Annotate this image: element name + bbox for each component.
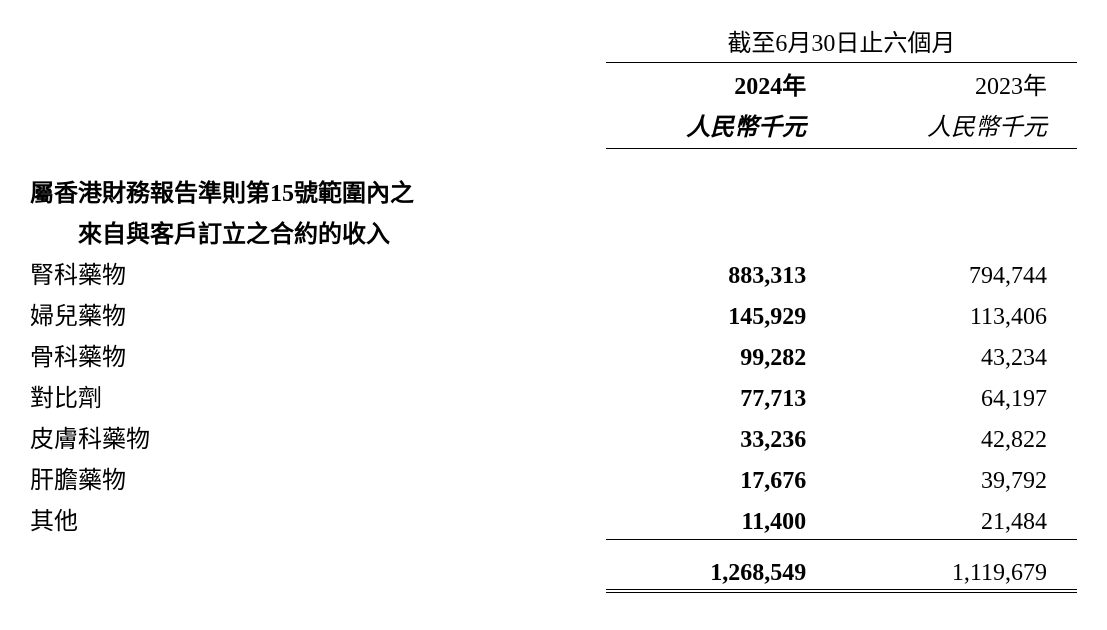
- year-2023: 2023年: [836, 63, 1077, 105]
- value-2024: 99,282: [606, 334, 836, 375]
- table-row: 其他 11,400 21,484: [30, 498, 1077, 539]
- value-2023: 43,234: [836, 334, 1077, 375]
- value-2023: 42,822: [836, 416, 1077, 457]
- unit-2023: 人民幣千元: [836, 104, 1077, 149]
- section-heading-line1: 屬香港財務報告準則第15號範圍內之: [30, 149, 1077, 212]
- value-2023: 794,744: [836, 252, 1077, 293]
- row-label: 婦兒藥物: [30, 293, 606, 334]
- table-row: 皮膚科藥物 33,236 42,822: [30, 416, 1077, 457]
- row-label: 皮膚科藥物: [30, 416, 606, 457]
- row-label: 其他: [30, 498, 606, 539]
- table-row: 對比劑 77,713 64,197: [30, 375, 1077, 416]
- table-row: 腎科藥物 883,313 794,744: [30, 252, 1077, 293]
- section-heading-row-2: 來自與客戶訂立之合約的收入: [30, 211, 1077, 252]
- value-2024: 33,236: [606, 416, 836, 457]
- section-heading-line2: 來自與客戶訂立之合約的收入: [30, 211, 1077, 252]
- value-2023: 39,792: [836, 457, 1077, 498]
- row-label: 肝膽藥物: [30, 457, 606, 498]
- row-label: 腎科藥物: [30, 252, 606, 293]
- value-2024: 17,676: [606, 457, 836, 498]
- total-2024: 1,268,549: [606, 546, 836, 591]
- revenue-table: 截至6月30日止六個月 2024年 2023年 人民幣千元 人民幣千元 屬香港財…: [30, 20, 1077, 593]
- value-2023: 64,197: [836, 375, 1077, 416]
- value-2024: 11,400: [606, 498, 836, 539]
- year-2024: 2024年: [606, 63, 836, 105]
- period-title: 截至6月30日止六個月: [606, 20, 1077, 63]
- financial-table: 截至6月30日止六個月 2024年 2023年 人民幣千元 人民幣千元 屬香港財…: [30, 20, 1077, 593]
- year-row: 2024年 2023年: [30, 63, 1077, 105]
- value-2023: 21,484: [836, 498, 1077, 539]
- section-heading-row-1: 屬香港財務報告準則第15號範圍內之: [30, 149, 1077, 212]
- total-2023: 1,119,679: [836, 546, 1077, 591]
- value-2024: 883,313: [606, 252, 836, 293]
- period-header-row: 截至6月30日止六個月: [30, 20, 1077, 63]
- unit-2024: 人民幣千元: [606, 104, 836, 149]
- table-row: 婦兒藥物 145,929 113,406: [30, 293, 1077, 334]
- value-2023: 113,406: [836, 293, 1077, 334]
- total-row: 1,268,549 1,119,679: [30, 546, 1077, 591]
- table-row: 骨科藥物 99,282 43,234: [30, 334, 1077, 375]
- value-2024: 77,713: [606, 375, 836, 416]
- value-2024: 145,929: [606, 293, 836, 334]
- row-label: 骨科藥物: [30, 334, 606, 375]
- unit-row: 人民幣千元 人民幣千元: [30, 104, 1077, 149]
- row-label: 對比劑: [30, 375, 606, 416]
- table-row: 肝膽藥物 17,676 39,792: [30, 457, 1077, 498]
